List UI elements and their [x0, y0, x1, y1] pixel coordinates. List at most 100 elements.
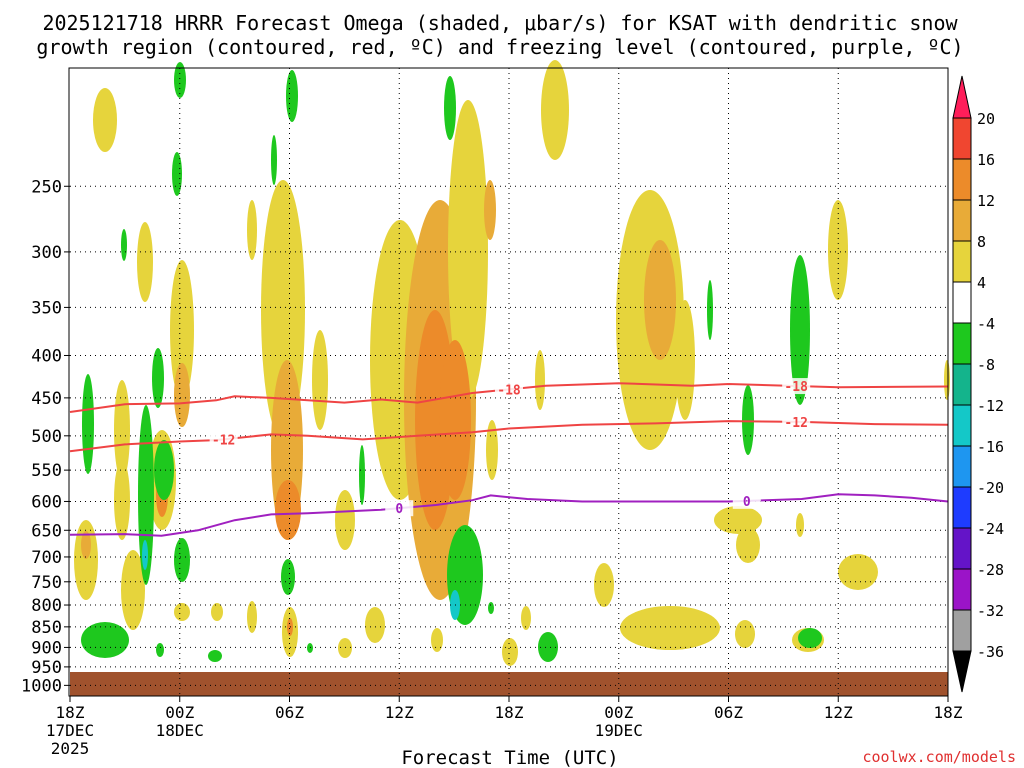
omega-blob-46 — [338, 638, 352, 658]
y-tick-label-850: 850 — [31, 618, 62, 638]
omega-blob-71 — [208, 650, 222, 662]
colorbar-label-7: -12 — [977, 397, 1004, 415]
x-tick-label-36: 06Z — [714, 703, 743, 722]
colorbar-label-10: -24 — [977, 520, 1004, 538]
contour-label-0-1: 0 — [743, 495, 751, 510]
contour-label--12-1: -12 — [784, 416, 807, 431]
pressure-axis: 2503003504004505005506006507007508008509… — [21, 177, 70, 696]
colorbar-label-11: -28 — [977, 561, 1004, 579]
omega-blob-74 — [488, 602, 494, 614]
y-tick-label-1000: 1000 — [21, 676, 62, 696]
contour-label-0-0: 0 — [395, 502, 403, 517]
colorbar-swatch-4 — [952, 281, 972, 324]
omega-blob-20 — [448, 100, 488, 400]
omega-blob-56 — [82, 374, 94, 474]
colorbar-swatch-0 — [952, 117, 972, 160]
colorbar-label-2: 12 — [977, 192, 995, 210]
omega-blob-28 — [675, 300, 695, 420]
colorbar-swatch-9 — [952, 486, 972, 529]
colorbar-swatch-5 — [952, 322, 972, 365]
y-tick-label-500: 500 — [31, 427, 62, 447]
omega-blob-52 — [172, 152, 182, 196]
colorbar-swatch-1 — [952, 158, 972, 201]
y-tick-label-600: 600 — [31, 492, 62, 512]
omega-blob-49 — [174, 62, 186, 98]
omega-blob-14 — [247, 200, 257, 260]
y-tick-label-950: 950 — [31, 658, 62, 678]
colorbar-label-4: 4 — [977, 274, 986, 292]
omega-blob-8 — [74, 520, 98, 600]
omega-blob-34 — [620, 606, 720, 650]
x-tick-label-24: 18Z — [495, 703, 524, 722]
omega-colorbar: 20 16 12 8 4 -4 -8 -12 -16 -20 -24 -28 -32 -36 — [952, 75, 1004, 693]
omega-blob-30 — [714, 506, 762, 534]
colorbar-swatch-10 — [952, 527, 972, 570]
colorbar-swatch-12 — [952, 609, 972, 652]
colorbar-swatch-7 — [952, 404, 972, 447]
colorbar-top-arrow — [952, 75, 972, 119]
contour-label-bg--18-0 — [495, 381, 523, 398]
omega-shading — [74, 60, 950, 666]
x-tick-year-0: 2025 — [51, 739, 90, 758]
colorbar-swatch-3 — [952, 240, 972, 283]
contour-label-bg-0-1 — [732, 492, 761, 509]
omega-blob-67 — [281, 559, 295, 595]
contour-label-bg--18-1 — [782, 378, 811, 395]
omega-blob-29 — [828, 200, 848, 300]
omega-blob-27 — [644, 240, 676, 360]
colorbar-label-13: -36 — [977, 643, 1004, 661]
contour-label--18-0: -18 — [497, 383, 521, 398]
y-tick-label-550: 550 — [31, 461, 62, 481]
y-tick-label-700: 700 — [31, 548, 62, 568]
omega-blob-24 — [541, 60, 569, 160]
omega-blob-66 — [142, 540, 148, 570]
y-tick-label-350: 350 — [31, 298, 62, 318]
credit-text: coolwx.com/models — [862, 748, 1016, 766]
omega-blob-13 — [275, 480, 301, 540]
omega-blob-33 — [594, 563, 614, 607]
omega-blob-23 — [486, 420, 498, 480]
omega-blob-39 — [502, 638, 518, 666]
colorbar-swatch-11 — [952, 568, 972, 611]
colorbar-label-3: 8 — [977, 233, 986, 251]
omega-blob-62 — [707, 280, 713, 340]
y-tick-label-900: 900 — [31, 638, 62, 658]
omega-blob-35 — [735, 620, 755, 648]
omega-blob-7 — [114, 460, 130, 540]
colorbar-swatch-6 — [952, 363, 972, 406]
colorbar-label-12: -32 — [977, 602, 1004, 620]
contour-label-bg--12-1 — [782, 413, 811, 430]
omega-blob-37 — [365, 607, 385, 643]
omega-blob-70 — [156, 643, 164, 657]
y-tick-label-450: 450 — [31, 389, 62, 409]
contour-label--12-0: -12 — [212, 433, 235, 448]
colorbar-swatch-2 — [952, 199, 972, 242]
omega-blob-40 — [521, 606, 531, 630]
omega-blob-16 — [335, 490, 355, 550]
omega-blob-73 — [798, 628, 822, 648]
omega-blob-54 — [121, 229, 127, 261]
chart-title-line2: growth region (contoured, red, ºC) and f… — [36, 35, 963, 59]
contour-label--18-1: -18 — [784, 380, 808, 395]
omega-blob-68 — [307, 643, 313, 653]
omega-blob-50 — [286, 70, 298, 122]
omega-blob-42 — [211, 603, 223, 621]
contour-label-bg--12-0 — [209, 431, 238, 448]
colorbar-label-0: 20 — [977, 110, 995, 128]
contour-line-0 — [69, 493, 949, 537]
colorbar-label-9: -20 — [977, 479, 1004, 497]
x-tick-label-12: 06Z — [275, 703, 304, 722]
x-tick-label-30: 00Z — [604, 703, 633, 722]
omega-blob-60 — [790, 255, 810, 405]
omega-blob-53 — [444, 76, 456, 140]
omega-blob-43 — [247, 601, 257, 633]
colorbar-label-1: 16 — [977, 151, 995, 169]
omega-blob-32 — [838, 554, 878, 590]
x-tick-label-18: 12Z — [385, 703, 414, 722]
x-tick-label-0: 18Z — [56, 703, 85, 722]
y-tick-label-650: 650 — [31, 521, 62, 541]
omega-blob-22 — [484, 180, 496, 240]
omega-blob-2 — [170, 260, 194, 400]
